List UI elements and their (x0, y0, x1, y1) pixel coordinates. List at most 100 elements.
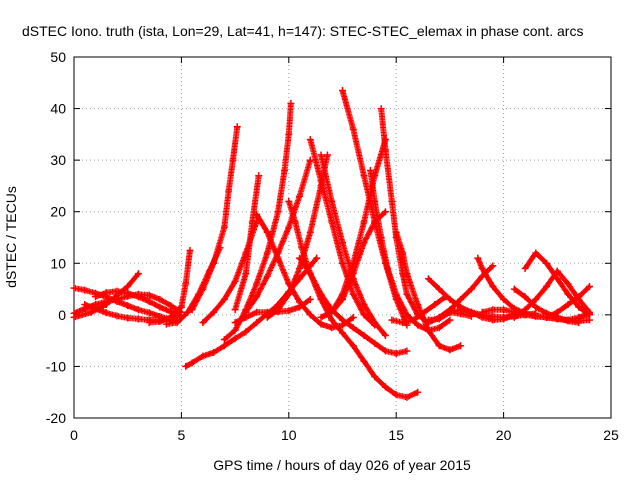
data-point (263, 313, 271, 321)
data-point (317, 320, 325, 328)
data-point (263, 228, 271, 236)
data-point (167, 302, 175, 310)
data-point (381, 331, 389, 339)
y-tick-label: 40 (50, 101, 66, 117)
data-point (102, 297, 110, 305)
data-point (91, 305, 99, 313)
data-point (446, 346, 454, 354)
y-tick-label: 30 (50, 152, 66, 168)
data-point (392, 350, 400, 358)
data-point (500, 306, 508, 314)
data-point (360, 172, 368, 180)
series-24-markers (367, 167, 453, 334)
chart-title: dSTEC Iono. truth (ista, Lon=29, Lat=41,… (22, 23, 583, 39)
data-point (543, 313, 551, 321)
data-point (253, 319, 261, 327)
data-point (199, 352, 207, 360)
data-point (306, 295, 314, 303)
data-point (403, 290, 411, 298)
data-point (134, 306, 142, 314)
data-point (296, 264, 304, 272)
data-point (360, 331, 368, 339)
series-24 (366, 166, 454, 334)
data-point (435, 324, 443, 332)
series-5 (145, 246, 194, 327)
data-point (489, 282, 497, 290)
data-point (339, 239, 346, 247)
data-point (156, 318, 164, 326)
data-point (377, 105, 385, 113)
series-23-markers (378, 105, 475, 326)
series-13 (242, 156, 314, 316)
data-point (328, 316, 336, 324)
data-point (317, 313, 325, 321)
data-point (424, 275, 432, 283)
data-point (231, 277, 239, 285)
data-point (296, 254, 304, 262)
data-point (409, 316, 417, 324)
data-point (388, 316, 396, 324)
data-point (274, 306, 282, 314)
data-point (306, 270, 314, 278)
data-point (285, 223, 293, 231)
data-point (435, 285, 443, 293)
data-point (145, 319, 153, 327)
data-point (366, 166, 374, 174)
data-point (510, 285, 518, 293)
data-point (287, 99, 295, 107)
data-point (349, 270, 357, 278)
series-29 (435, 262, 497, 321)
data-point (317, 290, 325, 298)
data-point (446, 295, 454, 303)
data-point (553, 275, 561, 283)
data-point (296, 192, 304, 200)
y-tick-label: -10 (46, 358, 66, 374)
data-point (91, 293, 99, 301)
data-point (317, 151, 325, 159)
data-point (134, 293, 142, 301)
data-point (532, 295, 540, 303)
data-point (339, 87, 346, 95)
series-35 (543, 282, 594, 321)
data-point (162, 320, 170, 328)
data-point (457, 295, 465, 303)
data-point (532, 303, 540, 311)
data-point (220, 336, 228, 344)
data-point (124, 289, 132, 297)
data-point (381, 383, 389, 391)
data-point (113, 287, 121, 295)
data-point (564, 290, 572, 298)
data-point (521, 306, 529, 314)
data-point (210, 349, 218, 357)
x-tick-label: 20 (496, 427, 512, 443)
data-point (543, 282, 551, 290)
data-point (424, 326, 432, 334)
data-point (371, 197, 379, 205)
data-point (291, 218, 299, 226)
data-point (564, 280, 572, 288)
data-point (399, 319, 407, 327)
data-point (457, 342, 465, 350)
data-point (360, 218, 368, 226)
data-point (510, 313, 518, 321)
series-8 (188, 123, 241, 314)
plot-frame (73, 56, 612, 419)
data-point (489, 312, 497, 320)
data-point (384, 264, 392, 272)
data-point (392, 290, 400, 298)
data-point (220, 342, 228, 350)
data-point (199, 319, 207, 327)
data-point (349, 290, 357, 298)
data-point (173, 319, 181, 327)
x-axis-label: GPS time / hours of day 026 of year 2015 (213, 457, 471, 473)
data-point (328, 197, 336, 205)
data-point (167, 313, 175, 321)
series-32 (510, 285, 583, 327)
y-tick-label: 0 (58, 307, 66, 323)
data-point (263, 249, 271, 257)
data-point (377, 234, 385, 241)
data-marks (70, 87, 594, 401)
data-point (586, 282, 594, 290)
data-point (399, 249, 407, 257)
data-point (403, 347, 411, 355)
